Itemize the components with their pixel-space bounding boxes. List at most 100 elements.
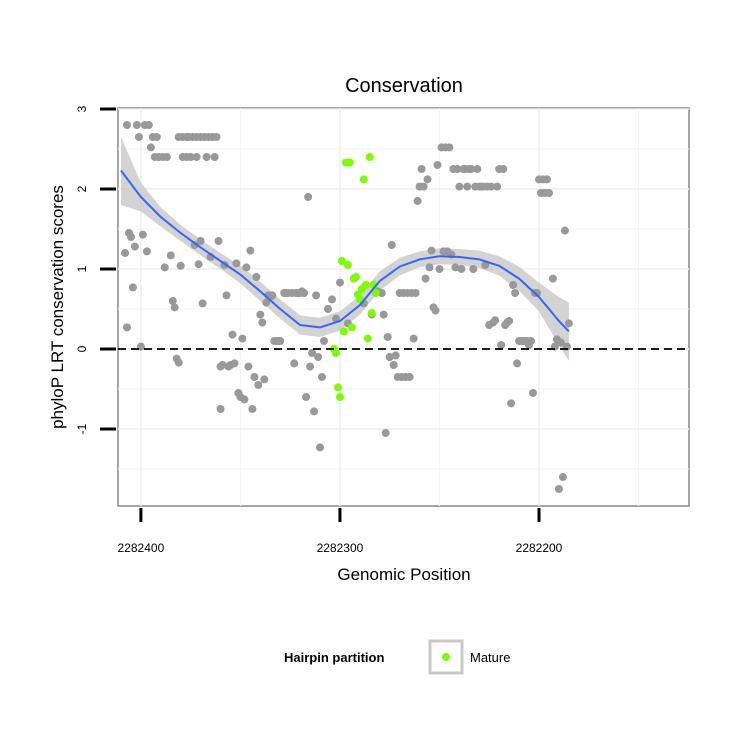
point-other-158 bbox=[469, 265, 478, 273]
point-other-133 bbox=[419, 182, 428, 191]
point-mature-4 bbox=[337, 257, 346, 265]
point-other-155 bbox=[463, 182, 472, 191]
point-other-40 bbox=[196, 237, 205, 245]
point-other-151 bbox=[455, 182, 464, 191]
point-other-98 bbox=[312, 291, 321, 300]
point-other-2 bbox=[123, 121, 131, 129]
point-other-157 bbox=[467, 165, 476, 173]
point-other-137 bbox=[427, 246, 436, 255]
point-other-28 bbox=[176, 261, 185, 270]
point-other-58 bbox=[228, 330, 237, 339]
point-other-49 bbox=[212, 133, 221, 141]
point-other-180 bbox=[513, 359, 522, 368]
point-mature-18 bbox=[363, 334, 372, 343]
point-other-202 bbox=[558, 473, 567, 481]
point-other-136 bbox=[425, 263, 434, 272]
point-other-188 bbox=[529, 389, 537, 397]
x-tick-label-0: 2282400 bbox=[118, 541, 165, 555]
point-other-200 bbox=[554, 485, 563, 493]
point-other-7 bbox=[132, 121, 141, 129]
point-other-126 bbox=[405, 373, 414, 381]
point-other-68 bbox=[248, 405, 257, 413]
point-mature-8 bbox=[343, 261, 352, 269]
point-other-8 bbox=[134, 133, 143, 141]
point-other-70 bbox=[252, 273, 261, 281]
point-other-115 bbox=[383, 333, 392, 341]
point-other-50 bbox=[214, 237, 223, 245]
point-other-187 bbox=[527, 337, 535, 345]
point-mature-20 bbox=[367, 309, 376, 317]
point-other-65 bbox=[242, 263, 251, 272]
point-other-36 bbox=[190, 241, 199, 249]
point-mature-16 bbox=[359, 175, 368, 184]
point-other-106 bbox=[336, 278, 344, 287]
point-mature-3 bbox=[336, 393, 344, 401]
point-other-74 bbox=[260, 375, 269, 384]
point-other-117 bbox=[387, 241, 396, 249]
point-other-48 bbox=[210, 153, 219, 161]
point-other-64 bbox=[240, 395, 249, 404]
point-mature-19 bbox=[365, 153, 374, 161]
point-other-167 bbox=[487, 182, 496, 191]
point-other-6 bbox=[130, 242, 139, 251]
point-other-152 bbox=[457, 265, 466, 273]
point-other-195 bbox=[543, 175, 551, 184]
x-axis: 2282400 2282300 2282200 bbox=[118, 508, 563, 555]
y-tick-label-0: 3 bbox=[75, 105, 89, 112]
legend-title: Hairpin partition bbox=[284, 650, 384, 665]
point-other-97 bbox=[310, 407, 319, 416]
point-other-4 bbox=[127, 233, 135, 241]
point-other-118 bbox=[389, 361, 398, 369]
point-other-75 bbox=[262, 298, 271, 307]
point-other-53 bbox=[218, 361, 227, 369]
point-other-34 bbox=[186, 153, 195, 161]
legend: Hairpin partition Mature bbox=[284, 639, 510, 675]
plot-area bbox=[117, 107, 690, 507]
point-other-112 bbox=[377, 289, 386, 297]
point-other-69 bbox=[250, 373, 259, 381]
point-other-73 bbox=[258, 318, 267, 327]
point-other-72 bbox=[256, 310, 265, 319]
point-other-101 bbox=[318, 373, 326, 381]
points-mature bbox=[330, 153, 380, 401]
point-other-140 bbox=[433, 161, 442, 169]
point-other-60 bbox=[232, 259, 241, 268]
y-axis-title: phyloP LRT conservation scores bbox=[48, 185, 67, 429]
point-other-55 bbox=[222, 291, 231, 300]
point-other-78 bbox=[268, 291, 277, 300]
smooth-curve bbox=[120, 169, 570, 333]
point-mature-22 bbox=[371, 289, 380, 297]
point-other-14 bbox=[146, 143, 155, 152]
legend-key-mature bbox=[442, 653, 450, 661]
point-other-26 bbox=[174, 358, 183, 367]
point-mature-5 bbox=[339, 327, 348, 336]
point-other-67 bbox=[246, 246, 255, 255]
point-other-22 bbox=[166, 251, 175, 260]
point-other-169 bbox=[491, 316, 500, 325]
point-other-23 bbox=[168, 297, 177, 305]
x-axis-title: Genomic Position bbox=[337, 565, 470, 584]
point-mature-10 bbox=[347, 323, 356, 332]
point-mature-17 bbox=[361, 281, 370, 289]
point-other-13 bbox=[144, 121, 153, 129]
point-other-17 bbox=[152, 133, 161, 141]
point-other-44 bbox=[202, 153, 211, 161]
point-other-96 bbox=[308, 349, 317, 357]
point-other-51 bbox=[216, 405, 225, 413]
point-other-95 bbox=[306, 362, 315, 371]
x-tick-label-2: 2282200 bbox=[516, 541, 563, 555]
point-other-146 bbox=[445, 143, 454, 152]
point-other-190 bbox=[533, 289, 541, 297]
y-tick-label-4: -1 bbox=[75, 423, 89, 434]
point-other-94 bbox=[304, 193, 313, 201]
point-other-114 bbox=[381, 429, 390, 437]
point-other-205 bbox=[564, 319, 573, 328]
point-other-170 bbox=[493, 182, 502, 191]
point-other-12 bbox=[142, 247, 151, 256]
point-other-179 bbox=[511, 289, 520, 297]
y-tick-label-2: 1 bbox=[75, 265, 89, 272]
plot-panel bbox=[117, 107, 690, 507]
point-other-38 bbox=[192, 153, 201, 161]
point-other-63 bbox=[238, 334, 247, 343]
